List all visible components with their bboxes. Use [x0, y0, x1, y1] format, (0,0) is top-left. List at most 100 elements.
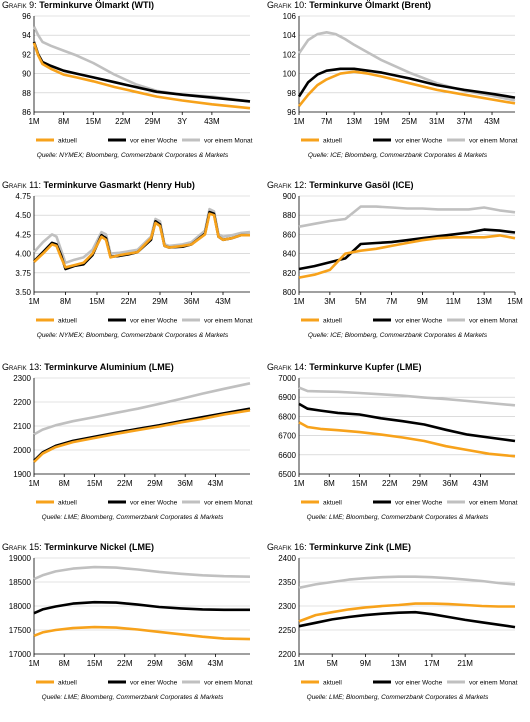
x-tick-label: 43M [473, 479, 489, 488]
chart-title-prefix: Grafik 14: [267, 362, 307, 372]
y-tick-label: 104 [283, 31, 297, 40]
chart-title: Grafik 12: Terminkurve Gasöl (ICE) [267, 180, 414, 190]
line-chart: 1900 2000 2100 2200 2300 1M 8M 15M 22M 29M 36M 43M a… [13, 374, 252, 507]
chart-panel-9: Grafik 9: Terminkurve Ölmarkt (WTI) 86 88 9… [0, 0, 265, 180]
x-tick-label: 7M [321, 117, 332, 126]
y-tick-label: 6600 [278, 451, 296, 460]
chart-title-text: Terminkurve Ölmarkt (Brent) [306, 0, 432, 10]
x-tick-label: 15M [87, 479, 103, 488]
x-tick-label: 1M [293, 117, 304, 126]
chart-source: Quelle: NYMEX; Bloomberg, Commerzbank Co… [36, 152, 229, 159]
chart-title-prefix: Grafik 13: [2, 362, 42, 372]
y-tick-label: 820 [283, 269, 297, 278]
legend-label: vor einer Woche [130, 500, 178, 507]
legend-label: vor einer Woche [395, 680, 443, 687]
legend-label: vor einem Monat [204, 680, 253, 687]
x-tick-label: 36M [177, 659, 193, 668]
y-tick-label: 96 [287, 108, 296, 117]
series-line-vor-einem-monat [33, 565, 251, 581]
series-line-vor-einem-monat [298, 575, 516, 590]
y-tick-label: 840 [283, 250, 297, 259]
line-chart: 800 820 840 860 880 900 1M 3M 5M 7M 9M 11M 13M 15M akt… [283, 192, 523, 325]
x-tick-label: 8M [324, 479, 335, 488]
legend-label: vor einer Woche [130, 138, 178, 145]
legend-label: vor einer Woche [395, 318, 443, 325]
x-tick-label: 29M [147, 479, 163, 488]
y-tick-label: 880 [283, 211, 297, 220]
legend-label: aktuell [323, 500, 342, 507]
chart-title-text: Terminkurve Kupfer (LME) [306, 362, 422, 372]
legend-label: aktuell [323, 318, 342, 325]
x-tick-label: 11M [446, 297, 461, 306]
x-tick-label: 15M [86, 117, 102, 126]
series-line-aktuell [33, 409, 251, 463]
legend-label: vor einem Monat [469, 138, 518, 145]
y-tick-label: 6900 [278, 393, 296, 402]
y-tick-label: 2200 [278, 650, 296, 659]
x-tick-label: 1M [28, 479, 39, 488]
legend-label: vor einem Monat [204, 138, 253, 145]
series-line-vor-einem-monat [298, 205, 516, 228]
line-chart: 17000 17500 18000 18500 19000 1M 8M 15M 22M 29M 36… [9, 554, 253, 687]
chart-source: Quelle: LME; Bloomberg, Commerzbank Corp… [306, 694, 489, 701]
chart-source: Quelle: LME; Bloomberg, Commerzbank Corp… [306, 514, 489, 521]
legend-label: vor einer Woche [395, 138, 443, 145]
y-tick-label: 19000 [9, 554, 32, 563]
x-tick-label: 36M [184, 297, 200, 306]
x-tick-label: 29M [145, 117, 161, 126]
series-line-aktuell [32, 42, 251, 110]
chart-title: Grafik 16: Terminkurve Zink (LME) [267, 542, 411, 552]
y-tick-label: 6800 [278, 412, 296, 421]
series-line-vor-einer-woche [33, 210, 250, 271]
chart-title: Grafik 10: Terminkurve Ölmarkt (Brent) [267, 0, 431, 10]
x-tick-label: 8M [58, 117, 69, 126]
x-tick-label: 13M [346, 117, 362, 126]
series-line-vor-einer-woche [33, 600, 250, 615]
y-tick-label: 900 [283, 192, 297, 201]
chart-panel-12: Grafik 12: Terminkurve Gasöl (ICE) 800 820… [265, 180, 530, 360]
y-tick-label: 6500 [278, 470, 296, 479]
series-line-aktuell [297, 70, 516, 108]
y-tick-label: 2300 [13, 374, 31, 383]
x-tick-label: 43M [215, 297, 231, 306]
line-chart: 2200 2250 2300 2350 2400 1M 5M 9M 13M 17M 21M aktue… [278, 554, 517, 687]
x-tick-label: 1M [293, 479, 304, 488]
x-tick-label: 1M [293, 297, 304, 306]
chart-source: Quelle: LME; Bloomberg, Commerzbank Corp… [41, 694, 224, 701]
x-tick-label: 13M [476, 297, 492, 306]
y-tick-label: 7000 [278, 374, 296, 383]
series-line-aktuell [33, 212, 250, 269]
chart-title-text: Terminkurve Zink (LME) [306, 542, 412, 552]
chart-title-text: Terminkurve Aluminium (LME) [41, 362, 174, 372]
y-tick-label: 106 [283, 12, 297, 21]
x-tick-label: 3Y [177, 117, 187, 126]
y-tick-label: 86 [22, 108, 31, 117]
chart-title-text: Terminkurve Gasöl (ICE) [306, 180, 414, 190]
x-tick-label: 9M [417, 297, 428, 306]
y-tick-label: 18000 [9, 602, 32, 611]
x-tick-label: 15M [352, 479, 368, 488]
x-tick-label: 9M [360, 659, 371, 668]
legend-label: vor einem Monat [204, 318, 253, 325]
x-tick-label: 8M [59, 659, 70, 668]
x-tick-label: 31M [429, 117, 445, 126]
chart-panel-15: Grafik 15: Terminkurve Nickel (LME) 17000… [0, 542, 265, 722]
y-tick-label: 18500 [9, 578, 32, 587]
x-tick-label: 1M [293, 659, 304, 668]
legend-label: vor einem Monat [469, 318, 518, 325]
x-tick-label: 22M [115, 117, 131, 126]
x-tick-label: 1M [28, 659, 39, 668]
chart-source: Quelle: LME; Bloomberg, Commerzbank Corp… [41, 514, 224, 521]
series-line-vor-einem-monat [298, 386, 516, 407]
x-tick-label: 22M [382, 479, 398, 488]
y-tick-label: 4.25 [15, 230, 31, 239]
x-tick-label: 15M [89, 297, 105, 306]
x-tick-label: 43M [208, 659, 224, 668]
x-tick-label: 29M [412, 479, 428, 488]
chart-title: Grafik 13: Terminkurve Aluminium (LME) [2, 362, 174, 372]
x-tick-label: 15M [507, 297, 523, 306]
line-chart: 86 88 90 92 94 96 1M 8M 15M 22M 29M 3Y 43M aktuell vor… [22, 12, 253, 145]
y-tick-label: 94 [22, 31, 31, 40]
y-tick-label: 3.75 [15, 269, 31, 278]
y-tick-label: 2400 [278, 554, 296, 563]
